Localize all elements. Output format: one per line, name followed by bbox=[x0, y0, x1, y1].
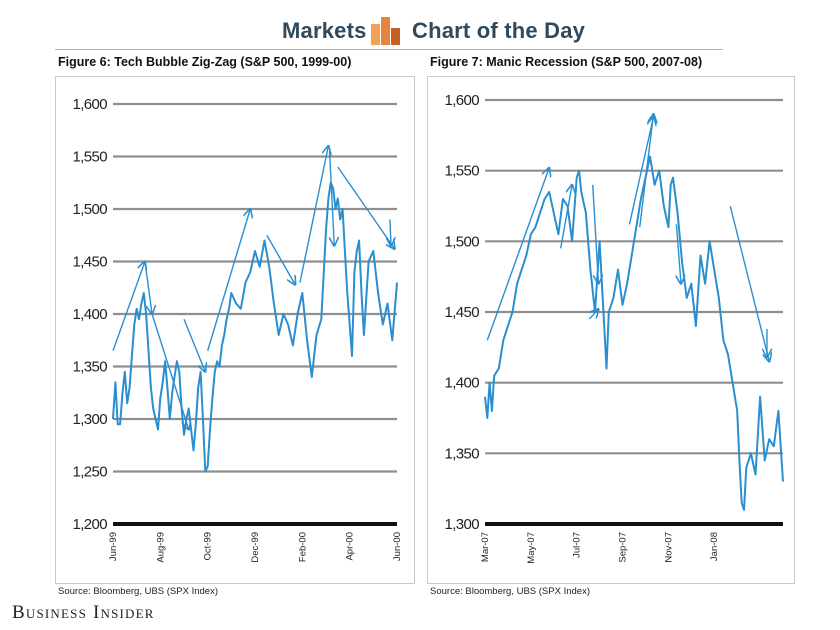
fig7-ytick-label: 1,500 bbox=[444, 233, 479, 250]
fig6-ytick-label: 1,250 bbox=[72, 464, 107, 481]
fig6-xtick-label: Feb-00 bbox=[297, 532, 308, 562]
figure-7-source: Source: Bloomberg, UBS (SPX Index) bbox=[430, 586, 590, 597]
header-divider bbox=[55, 49, 723, 50]
fig7-xtick-label: Jul-07 bbox=[572, 532, 583, 558]
bar-chart-icon bbox=[371, 17, 400, 45]
fig6-xtick-label: Jun-99 bbox=[108, 532, 119, 561]
fig6-trend-arrow bbox=[144, 261, 152, 315]
fig6-xtick-label: Oct-99 bbox=[203, 532, 214, 561]
fig6-trend-arrow bbox=[206, 209, 251, 351]
fig6-ytick-label: 1,300 bbox=[72, 411, 107, 428]
fig6-ytick-label: 1,450 bbox=[72, 254, 107, 271]
figure-7-panel bbox=[427, 76, 795, 584]
fig7-series-line bbox=[484, 155, 784, 511]
fig7-ytick-label: 1,400 bbox=[444, 375, 479, 392]
figure-6-chart: 1,600 1,550 1,500 1,450 1,400 1,350 1,300 1,250… bbox=[72, 96, 403, 563]
fig6-trend-arrow bbox=[183, 318, 205, 372]
business-insider-logo: Business Insider bbox=[12, 602, 155, 623]
fig6-xtick-label: Jun-00 bbox=[392, 532, 403, 561]
fig6-ytick-label: 1,600 bbox=[72, 96, 107, 113]
fig7-trend-arrow bbox=[559, 185, 572, 249]
fig7-trend-arrow bbox=[676, 224, 681, 283]
fig7-xtick-label: Jan-08 bbox=[709, 532, 720, 561]
fig6-xtick-label: Dec-99 bbox=[250, 532, 261, 563]
fig6-trend-arrow bbox=[337, 166, 395, 249]
fig7-xtick-label: May-07 bbox=[526, 532, 537, 564]
fig6-trend-arrow bbox=[112, 262, 145, 351]
fig7-trend-arrow bbox=[628, 117, 653, 225]
fig7-trend-arrow bbox=[588, 309, 598, 320]
fig6-ytick-label: 1,500 bbox=[72, 201, 107, 218]
fig6-xtick-label: Aug-99 bbox=[155, 532, 166, 563]
figure-6-title: Figure 6: Tech Bubble Zig-Zag (S&P 500, … bbox=[58, 55, 352, 69]
markets-label: Markets bbox=[282, 18, 367, 43]
fig6-trend-arrow bbox=[151, 313, 189, 430]
fig7-ytick-label: 1,350 bbox=[444, 445, 479, 462]
fig7-xtick-label: Nov-07 bbox=[663, 532, 674, 563]
fig7-trend-arrow bbox=[486, 168, 549, 341]
fig7-ytick-label: 1,450 bbox=[444, 304, 479, 321]
figure-7-title: Figure 7: Manic Recession (S&P 500, 2007… bbox=[430, 55, 703, 69]
fig7-ytick-label: 1,550 bbox=[444, 163, 479, 180]
chart-of-the-day-header: Markets Chart of the Day bbox=[0, 10, 840, 50]
fig6-trend-arrow bbox=[266, 234, 295, 284]
fig6-xtick-label: Apr-00 bbox=[345, 532, 356, 561]
fig7-xtick-label: Sep-07 bbox=[618, 532, 629, 563]
fig6-trend-arrow bbox=[390, 219, 391, 246]
fig7-trend-arrow bbox=[592, 184, 599, 284]
fig6-ytick-label: 1,350 bbox=[72, 359, 107, 376]
figure-7-chart: 1,600 1,550 1,500 1,450 1,400 1,350 1,300Mar-0… bbox=[444, 92, 784, 564]
fig6-series-line bbox=[112, 181, 398, 473]
figure-6-panel bbox=[55, 76, 415, 584]
figure-6-source: Source: Bloomberg, UBS (SPX Index) bbox=[58, 586, 218, 597]
fig6-trend-arrow bbox=[299, 146, 328, 283]
chart-of-the-day-label: Chart of the Day bbox=[412, 18, 586, 43]
fig6-ytick-label: 1,200 bbox=[72, 516, 107, 533]
fig7-ytick-label: 1,300 bbox=[444, 516, 479, 533]
fig7-xtick-label: Mar-07 bbox=[480, 532, 491, 562]
fig6-ytick-label: 1,400 bbox=[72, 306, 107, 323]
fig7-ytick-label: 1,600 bbox=[444, 92, 479, 109]
fig6-ytick-label: 1,550 bbox=[72, 149, 107, 166]
fig7-trend-arrow bbox=[729, 205, 769, 361]
fig7-trend-arrow bbox=[639, 114, 654, 228]
fig6-trend-arrow bbox=[328, 151, 335, 246]
